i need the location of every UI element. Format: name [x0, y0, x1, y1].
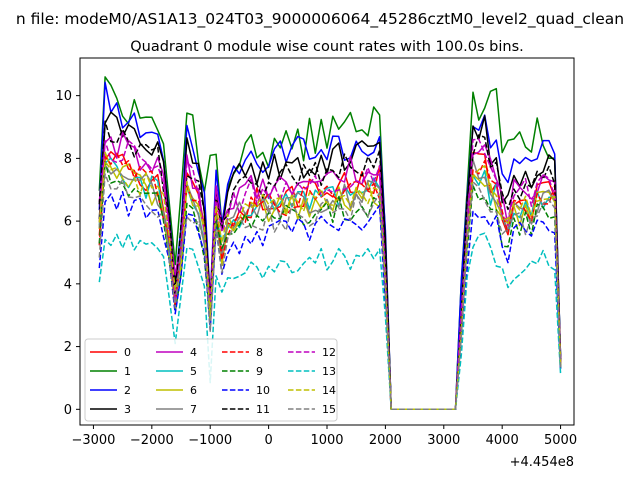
x-tick-label: −3000 [71, 433, 115, 448]
y-tick-label: 6 [64, 215, 72, 230]
series-line-10 [98, 190, 562, 411]
chart-title: Quadrant 0 module wise count rates with … [130, 39, 524, 55]
legend-label: 5 [190, 365, 197, 378]
x-tick-label: −2000 [130, 433, 174, 448]
series-line-15 [98, 173, 562, 411]
series-line-4 [98, 131, 562, 411]
y-tick-label: 10 [55, 89, 72, 104]
legend-label: 4 [190, 346, 197, 359]
legend-label: 7 [190, 403, 197, 416]
x-tick-label: 5000 [544, 433, 577, 448]
figure-suptitle: n file: modeM0/AS1A13_024T03_9000006064_… [16, 10, 624, 29]
legend-label: 12 [322, 346, 336, 359]
legend-label: 8 [256, 346, 263, 359]
series-line-1 [98, 76, 562, 411]
series-layer [98, 76, 562, 411]
series-line-13 [98, 232, 562, 411]
legend-label: 14 [322, 384, 336, 397]
legend-label: 3 [124, 403, 131, 416]
x-tick-label: −1000 [188, 433, 232, 448]
x-tick-label: 3000 [427, 433, 460, 448]
y-tick-label: 4 [64, 277, 72, 292]
legend-label: 9 [256, 365, 263, 378]
x-tick-label: 0 [264, 433, 272, 448]
series-line-3 [98, 111, 562, 411]
legend-label: 10 [256, 384, 270, 397]
legend-label: 11 [256, 403, 270, 416]
x-axis-offset-text: +4.454e8 [510, 455, 574, 470]
legend-label: 13 [322, 365, 336, 378]
x-axis: −3000 −2000 −1000 0 1000 2000 3000 4000 5000 [71, 425, 577, 448]
x-tick-label: 1000 [310, 433, 343, 448]
legend-label: 1 [124, 365, 131, 378]
legend-box [84, 338, 338, 422]
series-line-11 [98, 120, 562, 411]
legend-label: 2 [124, 384, 131, 397]
legend-label: 0 [124, 346, 131, 359]
y-tick-label: 2 [64, 340, 72, 355]
legend-label: 15 [322, 403, 336, 416]
y-tick-label: 0 [64, 403, 72, 418]
x-tick-label: 4000 [486, 433, 519, 448]
y-axis: 0 2 4 6 8 10 [55, 89, 80, 418]
x-tick-label: 2000 [369, 433, 402, 448]
legend-label: 6 [190, 384, 197, 397]
y-tick-label: 8 [64, 152, 72, 167]
